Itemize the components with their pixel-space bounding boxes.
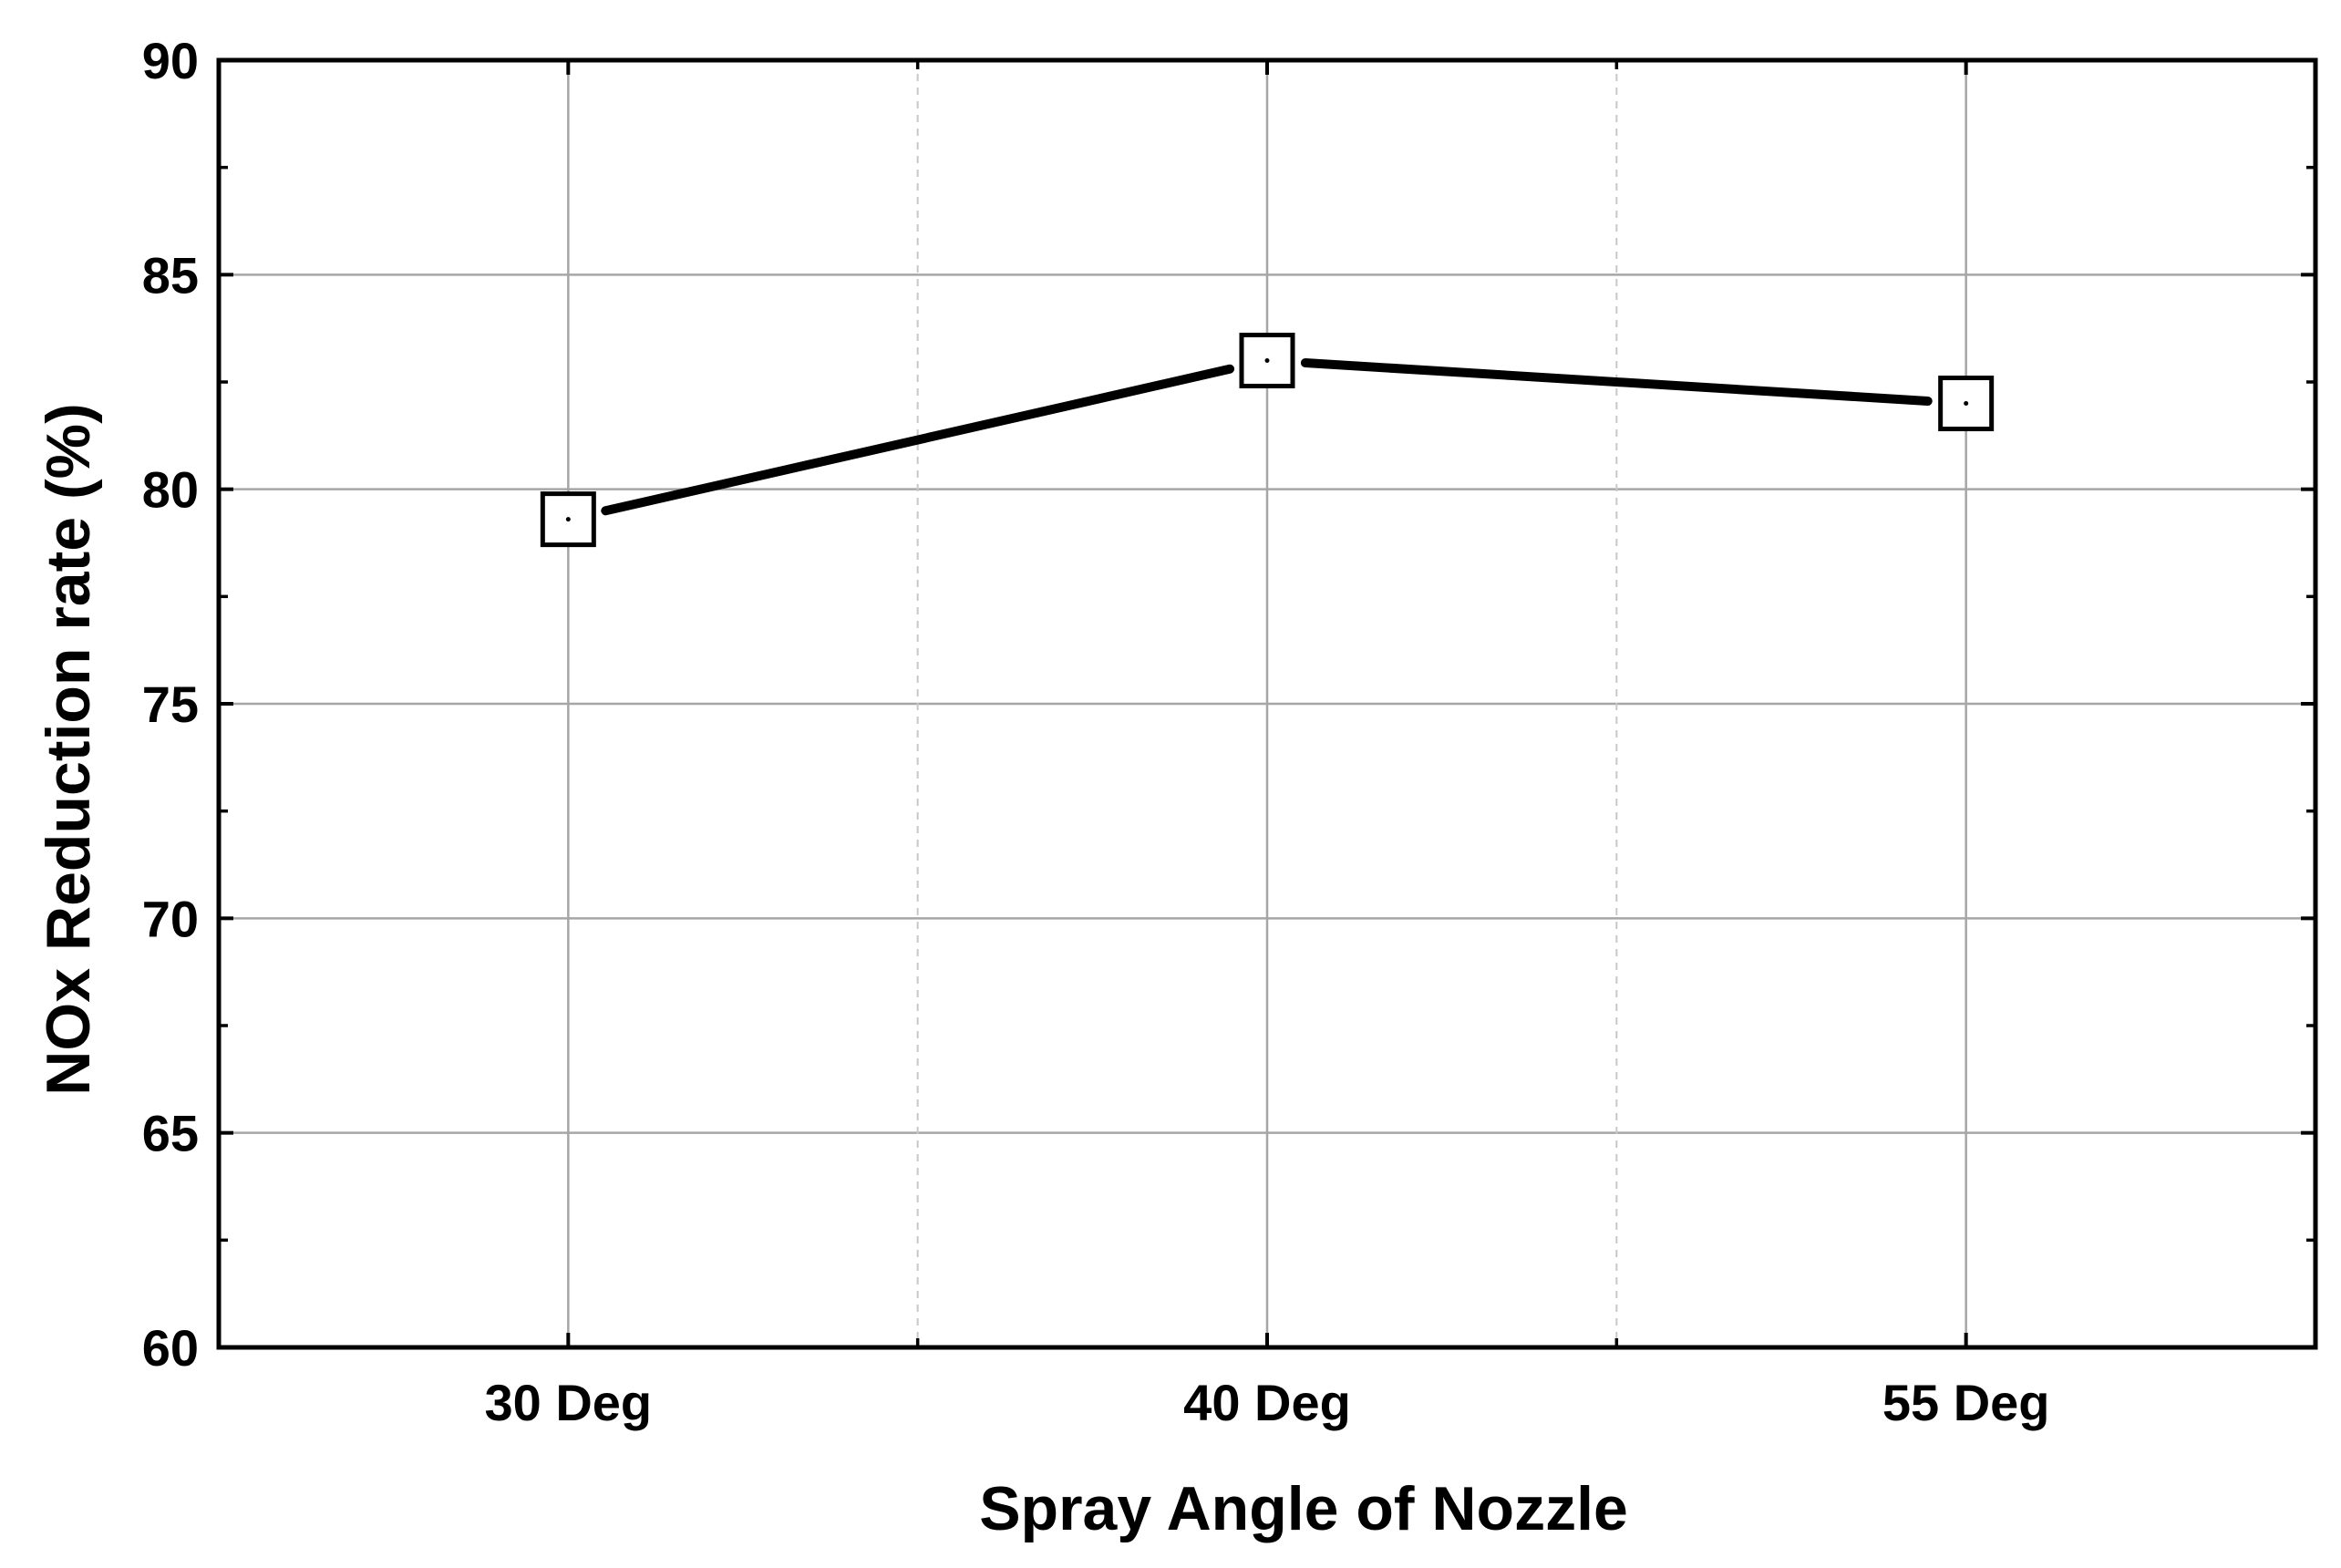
y-tick-label-70: 70 [142, 890, 199, 947]
x-tick-label-1: 40 Deg [1183, 1374, 1351, 1431]
y-tick-label-75: 75 [142, 676, 199, 733]
data-point-marker-2 [1938, 376, 1995, 432]
tick-layer [219, 58, 2315, 1349]
data-point-marker-0 [540, 491, 596, 548]
y-tick-label-85: 85 [142, 246, 199, 304]
x-axis-title: Spray Angle of Nozzle [979, 1474, 1628, 1543]
data-point-center-dot-0 [565, 517, 571, 522]
series-line-segment-1 [1300, 358, 1933, 406]
data-point-center-dot-2 [1964, 401, 1969, 407]
x-tick-label-0: 30 Deg [485, 1374, 653, 1431]
series-line-segment-0 [601, 364, 1235, 516]
x-tick-label-2: 55 Deg [1882, 1374, 2050, 1431]
label-layer: 60 65 70 75 80 85 90 30 Deg 40 Deg 55 Deg [142, 32, 2050, 1431]
grid-layer [219, 60, 2315, 1347]
series-layer [540, 332, 1995, 548]
data-point-center-dot-1 [1264, 357, 1270, 363]
y-tick-label-65: 65 [142, 1105, 199, 1162]
y-tick-label-80: 80 [142, 461, 199, 519]
y-tick-label-90: 90 [142, 32, 199, 89]
y-axis-title: NOx Reduction rate (%) [34, 403, 103, 1095]
y-tick-label-60: 60 [142, 1319, 199, 1377]
